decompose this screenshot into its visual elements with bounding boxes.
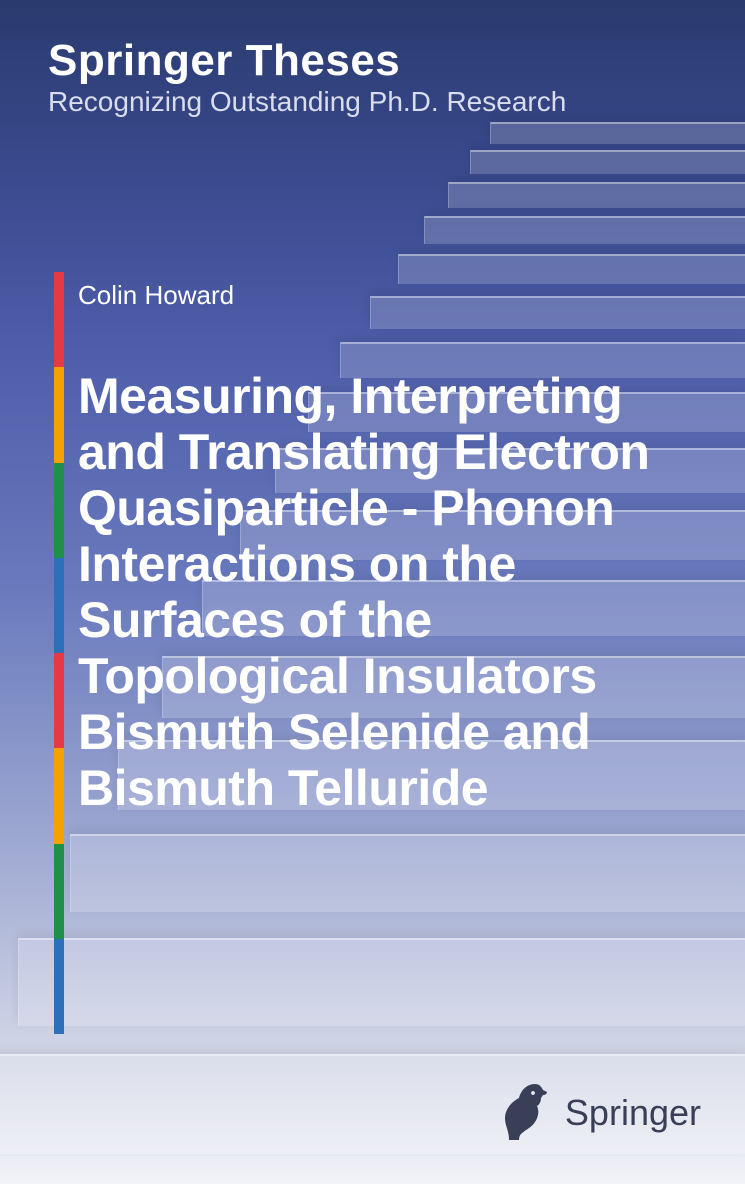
publisher-block: Springer (491, 1080, 701, 1146)
author-block: Colin Howard (78, 280, 234, 311)
series-header: Springer Theses Recognizing Outstanding … (48, 38, 566, 118)
color-bar-segment (54, 558, 64, 653)
publisher-name: Springer (565, 1092, 701, 1134)
book-title: Measuring, Interpreting and Translating … (78, 368, 705, 816)
color-bar-segment (54, 367, 64, 462)
color-bar-segment (54, 748, 64, 843)
stair-step (370, 296, 745, 329)
color-bar-segment (54, 939, 64, 1034)
stair-step (448, 182, 745, 208)
series-subtitle: Recognizing Outstanding Ph.D. Research (48, 86, 566, 118)
stair-step (424, 216, 745, 244)
springer-horse-icon (491, 1080, 551, 1146)
accent-color-bar (54, 272, 64, 1034)
color-bar-segment (54, 272, 64, 367)
series-title: Springer Theses (48, 38, 566, 84)
color-bar-segment (54, 653, 64, 748)
color-bar-segment (54, 463, 64, 558)
stair-step (398, 254, 745, 284)
stair-step (70, 834, 745, 912)
stair-step (18, 938, 745, 1026)
stair-step (490, 122, 745, 144)
stair-step (470, 150, 745, 174)
color-bar-segment (54, 844, 64, 939)
author-name: Colin Howard (78, 280, 234, 311)
